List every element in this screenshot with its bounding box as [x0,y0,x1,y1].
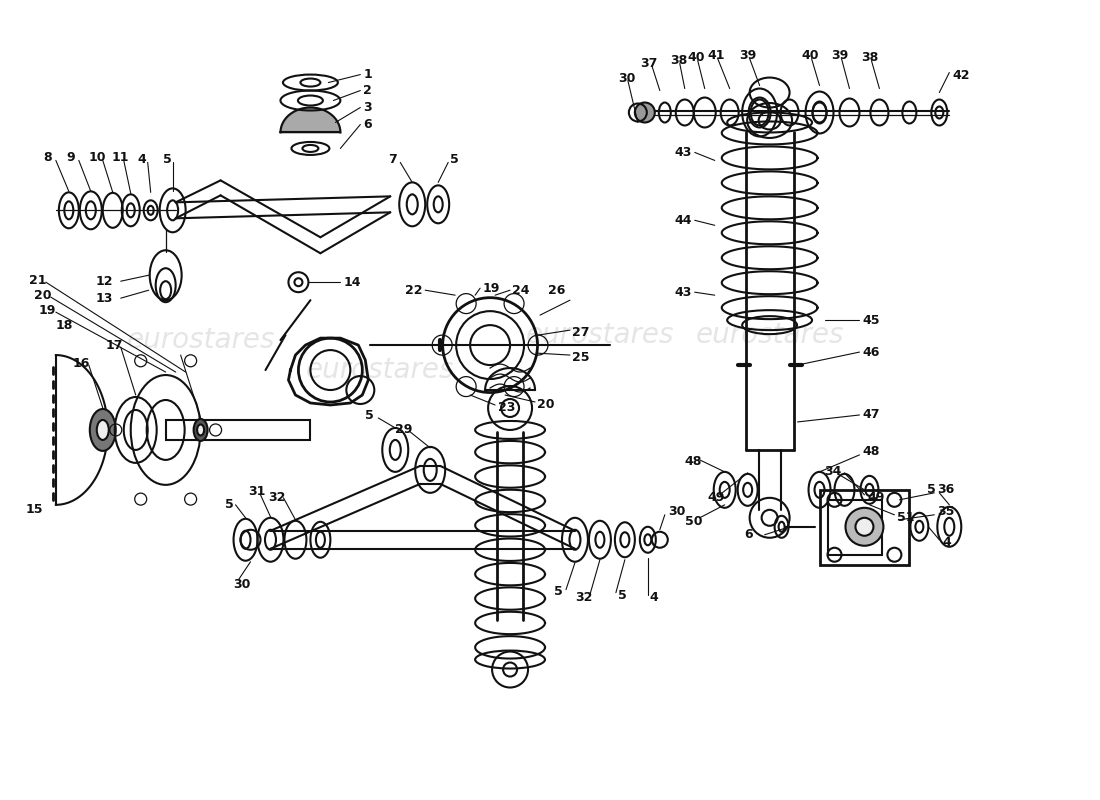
Text: eurostares: eurostares [526,321,674,349]
Text: 20: 20 [34,289,52,302]
Text: 4: 4 [138,153,146,166]
Text: 26: 26 [548,284,565,297]
Text: 30: 30 [233,578,251,591]
Text: 21: 21 [29,274,46,286]
Text: 8: 8 [43,151,52,164]
Text: 39: 39 [832,49,849,62]
Text: 5: 5 [163,153,172,166]
Text: 15: 15 [26,503,43,516]
Text: 43: 43 [674,146,692,159]
Text: 19: 19 [482,282,499,294]
Text: 27: 27 [572,326,590,338]
Text: 6: 6 [363,118,372,131]
Text: 5: 5 [450,153,459,166]
Text: 40: 40 [802,49,820,62]
Text: 30: 30 [668,506,685,518]
Text: 13: 13 [96,292,113,305]
Text: 32: 32 [575,591,592,604]
Ellipse shape [846,508,883,546]
Text: 43: 43 [674,286,692,298]
Text: eurostares: eurostares [306,356,454,384]
Text: 10: 10 [89,151,107,164]
Text: 12: 12 [96,274,113,288]
Text: eurostares: eurostares [126,326,275,354]
Text: 39: 39 [739,49,757,62]
Text: 17: 17 [106,338,123,351]
Text: 5: 5 [554,585,563,598]
Text: eurostares: eurostares [695,321,844,349]
Text: 25: 25 [572,350,590,363]
Text: 50: 50 [685,515,702,528]
Text: 37: 37 [640,57,657,70]
Text: 20: 20 [537,398,554,411]
Text: 34: 34 [825,466,842,478]
Text: 5: 5 [618,589,627,602]
Text: 45: 45 [862,314,880,326]
Text: 31: 31 [249,486,266,498]
Bar [166,420,310,440]
Text: 14: 14 [343,276,361,289]
Text: 48: 48 [862,446,880,458]
Text: 48: 48 [685,455,702,468]
Text: 44: 44 [674,214,692,227]
Text: 49: 49 [707,491,725,504]
Text: 19: 19 [39,304,56,317]
Text: 40: 40 [688,51,705,64]
Text: 24: 24 [513,284,529,297]
Text: 38: 38 [861,51,879,64]
Circle shape [635,102,654,122]
Text: 29: 29 [395,423,412,437]
Text: 5: 5 [224,498,233,511]
Text: 41: 41 [707,49,725,62]
Text: 16: 16 [73,357,90,370]
Ellipse shape [194,419,208,441]
Ellipse shape [197,425,205,435]
Text: 36: 36 [937,483,955,496]
Text: 46: 46 [862,346,880,358]
Text: 5: 5 [365,410,374,422]
Text: 51: 51 [898,511,915,524]
Text: 47: 47 [862,409,880,422]
Text: 23: 23 [498,402,516,414]
Text: 5: 5 [927,483,936,496]
Text: 30: 30 [618,72,636,85]
Text: 4: 4 [650,591,659,604]
Ellipse shape [90,409,116,451]
Bar [820,490,910,565]
Text: 3: 3 [363,101,372,114]
Text: 32: 32 [268,491,286,504]
Text: 4: 4 [943,536,951,550]
Text: 22: 22 [405,284,422,297]
Text: 6: 6 [745,528,754,542]
Ellipse shape [856,518,873,536]
Text: 11: 11 [112,151,130,164]
Text: 38: 38 [670,54,688,67]
Bar [827,500,882,554]
Text: 18: 18 [56,318,74,332]
Text: 7: 7 [388,153,397,166]
Text: 9: 9 [67,151,76,164]
Text: 42: 42 [953,69,970,82]
Text: 49: 49 [868,491,884,504]
Text: 35: 35 [937,506,955,518]
Text: 2: 2 [363,84,372,97]
Text: 1: 1 [363,68,372,81]
Ellipse shape [97,420,109,440]
